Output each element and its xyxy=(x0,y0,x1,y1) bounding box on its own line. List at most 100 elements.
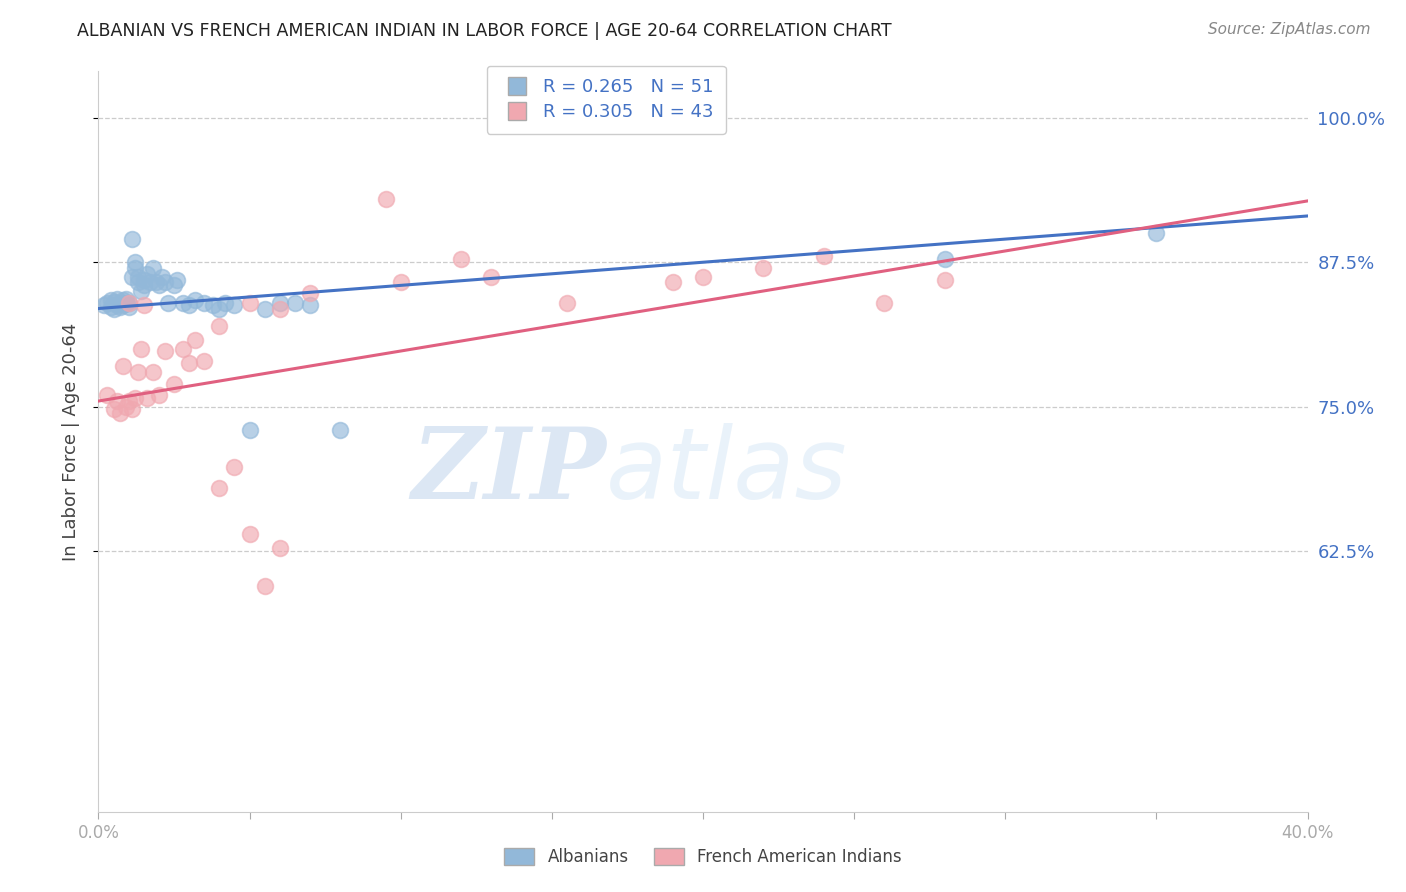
Point xyxy=(153,344,176,359)
Point xyxy=(269,541,291,555)
Point xyxy=(108,301,131,315)
Point xyxy=(299,286,322,301)
Point xyxy=(179,298,201,312)
Point xyxy=(184,333,207,347)
Y-axis label: In Labor Force | Age 20-64: In Labor Force | Age 20-64 xyxy=(62,322,80,561)
Point xyxy=(450,252,472,266)
Point xyxy=(148,278,170,293)
Point xyxy=(284,295,307,310)
Point xyxy=(129,342,152,356)
Point xyxy=(111,298,134,312)
Point xyxy=(202,298,225,312)
Point xyxy=(224,298,246,312)
Point xyxy=(374,192,396,206)
Point xyxy=(132,272,155,286)
Point xyxy=(121,270,143,285)
Point xyxy=(111,293,134,308)
Point xyxy=(103,402,125,417)
Text: ALBANIAN VS FRENCH AMERICAN INDIAN IN LABOR FORCE | AGE 20-64 CORRELATION CHART: ALBANIAN VS FRENCH AMERICAN INDIAN IN LA… xyxy=(77,22,891,40)
Point xyxy=(661,275,683,289)
Point xyxy=(239,527,262,541)
Point xyxy=(129,284,152,298)
Point xyxy=(253,301,276,316)
Point xyxy=(269,301,291,316)
Point xyxy=(96,295,118,310)
Point xyxy=(124,391,146,405)
Point xyxy=(142,260,165,275)
Text: Source: ZipAtlas.com: Source: ZipAtlas.com xyxy=(1208,22,1371,37)
Point xyxy=(934,272,956,286)
Point xyxy=(100,301,122,315)
Point xyxy=(934,252,956,266)
Point xyxy=(114,295,136,310)
Point xyxy=(105,292,128,306)
Point xyxy=(184,293,207,308)
Point xyxy=(873,295,896,310)
Point xyxy=(163,376,186,391)
Point xyxy=(108,295,131,310)
Point xyxy=(127,270,149,285)
Point xyxy=(118,295,141,310)
Point xyxy=(139,275,162,289)
Point xyxy=(142,365,165,379)
Point xyxy=(193,353,215,368)
Text: atlas: atlas xyxy=(606,423,848,520)
Point xyxy=(121,232,143,246)
Point xyxy=(105,298,128,312)
Point xyxy=(153,275,176,289)
Point xyxy=(103,301,125,316)
Point xyxy=(118,301,141,315)
Point xyxy=(239,295,262,310)
Point xyxy=(253,579,276,593)
Point xyxy=(148,388,170,402)
Point xyxy=(239,423,262,437)
Point xyxy=(156,295,179,310)
Legend: R = 0.265   N = 51, R = 0.305   N = 43: R = 0.265 N = 51, R = 0.305 N = 43 xyxy=(486,66,725,134)
Point xyxy=(93,298,115,312)
Text: ZIP: ZIP xyxy=(412,423,606,519)
Point xyxy=(224,460,246,475)
Point xyxy=(813,250,835,264)
Point xyxy=(132,298,155,312)
Point xyxy=(103,294,125,309)
Point xyxy=(118,295,141,310)
Point xyxy=(118,394,141,409)
Point xyxy=(208,301,231,316)
Point xyxy=(135,391,157,405)
Point xyxy=(108,406,131,420)
Point xyxy=(269,295,291,310)
Point xyxy=(105,394,128,409)
Point xyxy=(299,298,322,312)
Point xyxy=(114,292,136,306)
Point xyxy=(172,342,194,356)
Point xyxy=(193,295,215,310)
Point xyxy=(127,275,149,289)
Point xyxy=(150,270,173,285)
Point xyxy=(163,278,186,293)
Point xyxy=(124,255,146,269)
Point xyxy=(145,275,167,289)
Point xyxy=(389,275,412,289)
Point xyxy=(124,260,146,275)
Point xyxy=(1144,227,1167,241)
Point xyxy=(208,318,231,333)
Point xyxy=(96,388,118,402)
Point xyxy=(121,402,143,417)
Point xyxy=(329,423,352,437)
Point xyxy=(555,295,578,310)
Point xyxy=(208,481,231,495)
Point xyxy=(692,270,714,285)
Point xyxy=(752,260,775,275)
Point xyxy=(114,400,136,414)
Point xyxy=(132,278,155,293)
Point xyxy=(179,356,201,370)
Point xyxy=(100,293,122,308)
Point xyxy=(111,359,134,374)
Point xyxy=(481,270,503,285)
Legend: Albanians, French American Indians: Albanians, French American Indians xyxy=(498,841,908,873)
Point xyxy=(135,267,157,281)
Point xyxy=(166,272,188,286)
Point xyxy=(172,295,194,310)
Point xyxy=(127,365,149,379)
Point xyxy=(214,295,236,310)
